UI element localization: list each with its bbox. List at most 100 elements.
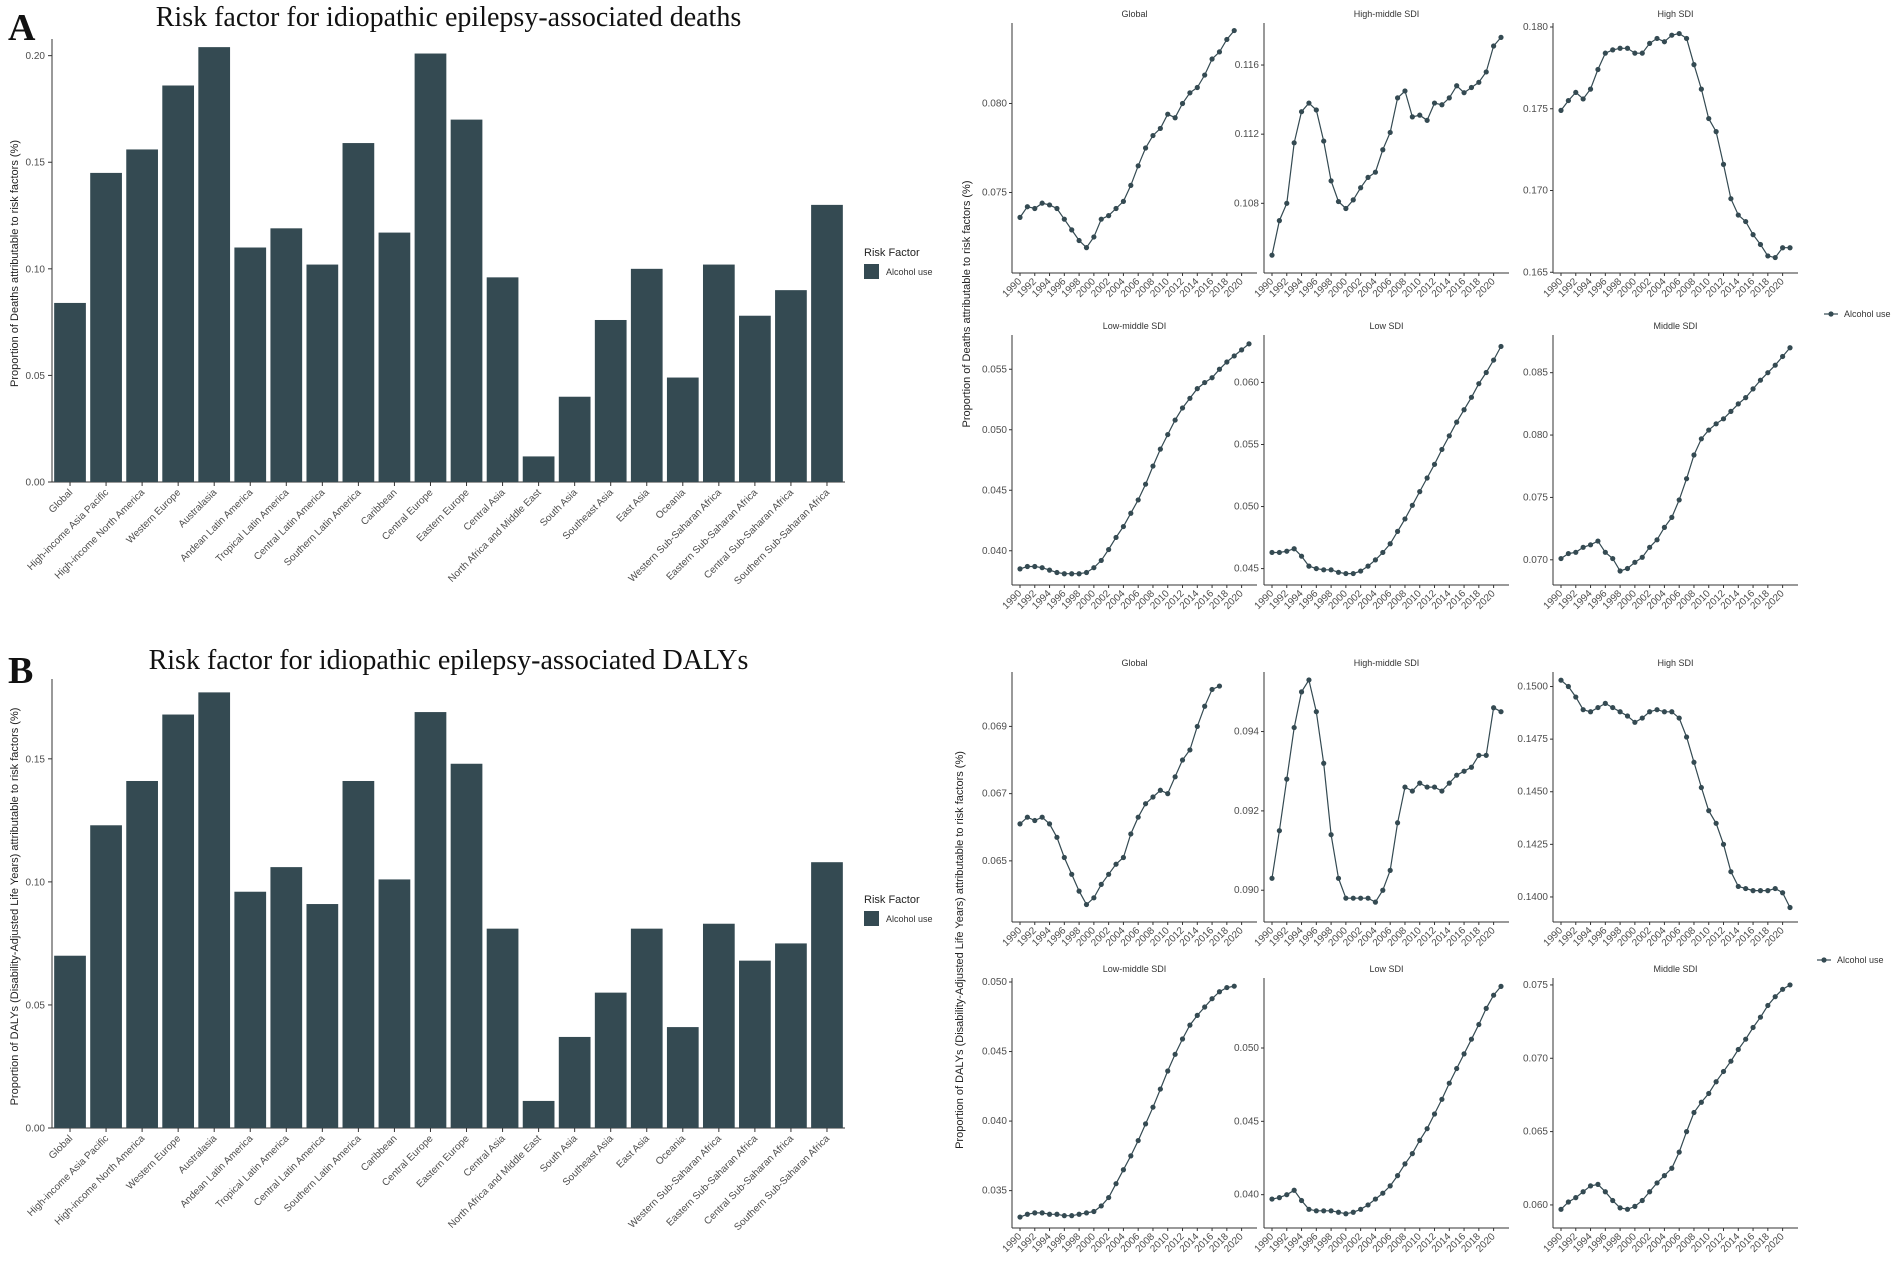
data-point	[1750, 386, 1756, 392]
y-tick-label: 0.094	[1234, 727, 1259, 738]
data-point	[1298, 553, 1305, 559]
data-point	[1269, 252, 1275, 258]
bar-13	[522, 1100, 555, 1128]
data-point	[1142, 1121, 1149, 1127]
data-point	[1380, 887, 1386, 893]
data-point	[1787, 982, 1793, 988]
data-point	[1461, 407, 1467, 413]
data-point	[1106, 871, 1112, 877]
data-point	[1313, 107, 1319, 113]
y-tick-label: 0.069	[982, 721, 1007, 732]
data-point	[1483, 69, 1489, 75]
data-point	[1772, 254, 1778, 261]
data-point	[1216, 49, 1223, 55]
y-axis-title: Proportion of Deaths attributable to ris…	[961, 181, 973, 428]
y-tick-label: 0.040	[982, 1116, 1007, 1127]
data-point	[1024, 204, 1030, 210]
y-tick-label: 0.090	[1234, 885, 1259, 896]
data-point	[1595, 704, 1601, 711]
y-tick-label: 0.067	[982, 789, 1007, 800]
data-point	[1757, 377, 1764, 383]
data-point	[1343, 1211, 1349, 1217]
y-tick-label: 0.00	[26, 478, 46, 489]
data-point	[1380, 549, 1386, 556]
legend-label: Alcohol use	[886, 914, 933, 924]
data-point	[1491, 705, 1497, 711]
data-point	[1787, 345, 1793, 351]
data-point	[1209, 686, 1215, 693]
data-point	[1587, 709, 1594, 715]
legend-marker	[1828, 311, 1834, 317]
data-point	[1750, 232, 1756, 238]
data-point	[1172, 774, 1178, 780]
deaths-sdi-line-facets: Global0.0750.080199019921994199619982000…	[961, 9, 1891, 612]
data-point	[1446, 95, 1452, 101]
data-point	[1284, 200, 1290, 206]
data-point	[1409, 1151, 1415, 1157]
data-point	[1083, 1210, 1090, 1216]
data-point	[1632, 1203, 1638, 1209]
data-point	[1765, 888, 1771, 894]
data-point	[1291, 1187, 1297, 1193]
data-point	[1698, 1099, 1704, 1105]
y-tick-label: 0.1500	[1517, 682, 1548, 693]
data-point	[1417, 1137, 1423, 1143]
data-point	[1617, 568, 1623, 574]
data-point	[1365, 563, 1371, 569]
data-point	[1061, 1213, 1067, 1219]
data-point	[1409, 788, 1415, 794]
data-point	[1424, 1126, 1430, 1132]
data-point	[1076, 888, 1082, 894]
data-point	[1017, 821, 1023, 827]
data-point	[1610, 555, 1616, 562]
data-point	[1431, 784, 1438, 790]
data-point	[1610, 1197, 1616, 1204]
data-point	[1573, 694, 1579, 700]
data-point	[1720, 841, 1727, 847]
data-point	[1106, 1194, 1112, 1201]
bar-1	[90, 825, 122, 1128]
data-point	[1565, 1199, 1571, 1205]
y-tick-label: 0.075	[1523, 980, 1548, 991]
data-point	[1661, 709, 1668, 715]
bar-16	[630, 928, 663, 1128]
data-point	[1120, 523, 1127, 530]
data-point	[1661, 1173, 1668, 1179]
data-point	[1269, 1196, 1275, 1202]
bar-5	[234, 891, 267, 1128]
data-point	[1039, 814, 1045, 820]
data-point	[1772, 362, 1778, 368]
bar-9	[378, 232, 411, 482]
data-point	[1142, 801, 1149, 807]
data-point	[1209, 996, 1215, 1002]
data-point	[1284, 548, 1290, 554]
data-point	[1394, 95, 1401, 101]
data-point	[1476, 381, 1482, 387]
data-point	[1720, 416, 1727, 422]
data-point	[1321, 567, 1327, 573]
data-point	[1639, 1197, 1645, 1204]
data-point	[1772, 994, 1778, 1000]
bar-15	[594, 992, 627, 1128]
data-point	[1328, 567, 1334, 573]
data-point	[1624, 713, 1631, 719]
data-point	[1380, 147, 1386, 153]
y-tick-label: 0.050	[1234, 1043, 1259, 1054]
data-point	[1113, 534, 1119, 541]
data-point	[1750, 888, 1756, 894]
data-point	[1498, 343, 1504, 350]
bar-8	[342, 143, 375, 482]
y-tick-label: 0.112	[1235, 129, 1260, 140]
data-point	[1439, 1096, 1445, 1102]
data-point	[1439, 446, 1445, 453]
data-point	[1187, 90, 1193, 96]
data-point	[1647, 1189, 1653, 1195]
data-point	[1306, 1206, 1312, 1212]
bar-0	[54, 955, 86, 1128]
bar-11	[450, 763, 483, 1128]
data-point	[1654, 1180, 1660, 1186]
bar-8	[342, 780, 375, 1128]
deaths-bar-chart: Risk factor for idiopathic epilepsy-asso…	[9, 2, 933, 587]
data-point	[1728, 869, 1734, 875]
data-point	[1061, 216, 1067, 222]
